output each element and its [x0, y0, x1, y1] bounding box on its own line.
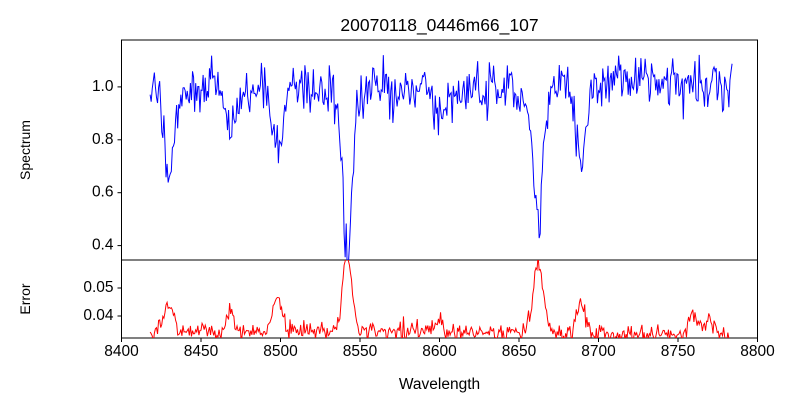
svg-text:0.05: 0.05: [83, 279, 113, 296]
svg-text:8400: 8400: [104, 343, 139, 360]
svg-text:8800: 8800: [740, 343, 775, 360]
svg-text:8450: 8450: [184, 343, 219, 360]
svg-text:8600: 8600: [422, 343, 457, 360]
svg-text:Wavelength: Wavelength: [399, 376, 480, 393]
svg-text:0.8: 0.8: [92, 131, 114, 148]
svg-text:8750: 8750: [661, 343, 696, 360]
svg-text:20070118_0446m66_107: 20070118_0446m66_107: [340, 15, 538, 36]
svg-text:0.6: 0.6: [92, 184, 114, 201]
svg-text:Spectrum: Spectrum: [17, 120, 33, 180]
svg-text:1.0: 1.0: [92, 78, 114, 95]
svg-text:Error: Error: [17, 283, 33, 314]
svg-text:8650: 8650: [502, 343, 537, 360]
svg-text:8500: 8500: [263, 343, 298, 360]
svg-text:0.04: 0.04: [83, 307, 114, 324]
svg-text:8550: 8550: [343, 343, 378, 360]
svg-text:0.4: 0.4: [92, 237, 114, 254]
svg-text:8700: 8700: [581, 343, 616, 360]
